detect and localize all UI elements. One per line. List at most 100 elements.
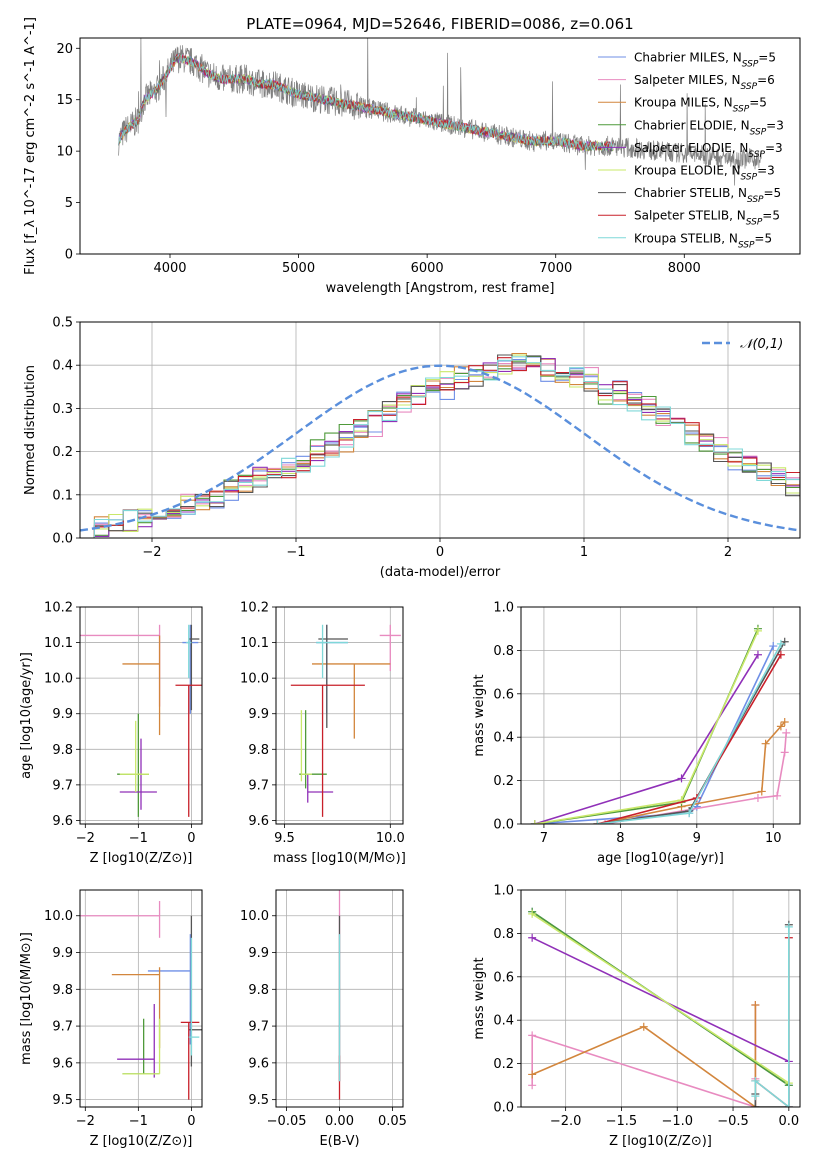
errorbar-point-3: [117, 713, 149, 817]
errorbar-point-7: [175, 684, 202, 817]
weight-marker: [639, 1022, 648, 1031]
x-tick-label: −1.5: [606, 1114, 638, 1129]
legend-entry-6: Chabrier STELIB, NSSP=5: [634, 186, 781, 205]
y-tick-label: 0.8: [493, 644, 514, 659]
errorbar-point-6: [188, 624, 200, 711]
legend: 𝒩(0,1): [702, 337, 783, 352]
histogram-step-8: [80, 356, 800, 538]
y-tick-label: 0.2: [52, 445, 73, 460]
plot-area: [80, 624, 202, 817]
weight-marker: [753, 793, 762, 802]
errorbar-point-7: [290, 684, 365, 817]
panel-weight_vs_age: 7 8 9 10 0.0 0.2 0.4 0.6 0.8 1.0 age [log10(age/yr…: [472, 601, 801, 866]
y-axis-label: Normed distribution: [23, 365, 38, 495]
y-tick-label: 0.0: [493, 818, 514, 833]
errorbar-point-1: [80, 624, 161, 707]
x-tick-label: 1: [580, 545, 588, 560]
errorbar-point-8: [186, 624, 192, 679]
x-tick-label: 0.05: [378, 1114, 407, 1129]
y-tick-label: 0.2: [493, 1057, 514, 1072]
weight-marker: [780, 718, 789, 727]
errorbar-point-5: [122, 1018, 161, 1075]
weight-line-0: [531, 911, 790, 1107]
histogram-step-7: [80, 357, 800, 538]
panel-residual_hist: 𝒩(0,1) −2 −1 0 1 2 0.0 0.1 0.2 0.3 0.4 0.5 (data-mod…: [23, 316, 801, 580]
weight-marker: [751, 1103, 760, 1107]
panel-mass_vs_Z: −2 −1 0 9.5 9.6 9.7 9.8 9.9 10.0 Z [log10(Z/Z⊙)] m…: [19, 889, 203, 1149]
errorbar-point-5: [119, 720, 149, 792]
errorbar-point-4: [307, 774, 334, 803]
weight-marker: [528, 909, 537, 918]
axes-frame: [520, 606, 801, 825]
model-spectrum-line-8: [118, 53, 614, 152]
weight-marker: [528, 1081, 537, 1090]
y-tick-label: 10.0: [240, 909, 269, 924]
weight-marker: [782, 728, 791, 737]
x-tick-label: 0: [187, 831, 195, 846]
y-tick-label: 9.9: [248, 707, 269, 722]
y-tick-label: 9.9: [52, 946, 73, 961]
y-tick-label: 9.6: [52, 1056, 73, 1071]
y-tick-label: 9.6: [248, 1056, 269, 1071]
x-tick-label: −1: [129, 831, 148, 846]
weight-marker: [769, 642, 778, 651]
weight-marker: [753, 650, 762, 659]
errorbar-point-2: [311, 663, 391, 739]
plot-area: [290, 624, 401, 817]
plot-area: [80, 352, 800, 538]
x-tick-label: −0.05: [267, 1114, 307, 1129]
legend-label-normal: 𝒩(0,1): [740, 337, 783, 352]
x-tick-label: −2.0: [550, 1114, 582, 1129]
y-tick-label: 9.9: [52, 707, 73, 722]
weight-marker: [528, 1031, 537, 1040]
legend-entry-2: Kroupa MILES, NSSP=5: [634, 96, 767, 115]
panel-age_vs_Z: −2 −1 0 9.6 9.7 9.8 9.9 10.0 10.1 10.2 Z [log10(Z/…: [19, 601, 203, 866]
x-axis-label: wavelength [Angstrom, rest frame]: [326, 281, 555, 296]
y-tick-label: 0: [65, 248, 73, 263]
x-tick-label: 7: [540, 831, 548, 846]
y-axis-label: age [log10(age/yr)]: [19, 652, 34, 779]
y-tick-label: 1.0: [493, 601, 514, 616]
x-tick-label: 8000: [668, 261, 701, 276]
x-tick-label: 2: [724, 545, 732, 560]
weight-marker: [776, 722, 785, 731]
errorbar-point-8: [316, 624, 348, 679]
x-tick-label: −2: [142, 545, 161, 560]
weight-marker: [530, 820, 539, 824]
weight-marker: [751, 1076, 760, 1085]
y-tick-label: 10.0: [44, 672, 73, 687]
errorbar-point-1: [80, 901, 161, 938]
x-axis-label: E(B-V): [319, 1134, 359, 1149]
y-tick-label: 9.6: [52, 814, 73, 829]
legend-entry-8: Kroupa STELIB, NSSP=5: [634, 231, 772, 250]
weight-marker: [593, 820, 602, 824]
errorbar-point-0: [182, 624, 199, 714]
y-tick-label: 0.4: [493, 731, 514, 746]
x-tick-label: −1: [129, 1114, 148, 1129]
x-tick-label: 0.00: [325, 1114, 354, 1129]
y-tick-label: 0.5: [52, 316, 73, 331]
weight-line-2: [531, 1005, 757, 1107]
axes-frame: [79, 37, 801, 255]
x-tick-label: 0: [436, 545, 444, 560]
y-tick-label: 9.7: [52, 778, 73, 793]
x-tick-label: −2: [76, 831, 95, 846]
errorbar-point-2: [122, 635, 161, 736]
y-tick-label: 0.4: [52, 359, 73, 374]
x-tick-label: 4000: [153, 261, 186, 276]
legend-entry-0: Chabrier MILES, NSSP=5: [634, 51, 776, 70]
legend-entry-7: Salpeter STELIB, NSSP=5: [634, 209, 780, 228]
errorbar-point-0: [316, 624, 348, 714]
y-tick-label: 0.8: [493, 927, 514, 942]
x-axis-label: Z [log10(Z/Z⊙)]: [609, 1134, 712, 1149]
x-tick-label: 5000: [282, 261, 315, 276]
y-tick-label: 0.3: [52, 402, 73, 417]
weight-marker: [685, 809, 694, 818]
y-tick-label: 5: [65, 196, 73, 211]
weight-marker: [780, 637, 789, 646]
y-tick-label: 0.4: [493, 1014, 514, 1029]
weight-line-8: [597, 643, 782, 824]
weight-marker: [773, 791, 782, 800]
